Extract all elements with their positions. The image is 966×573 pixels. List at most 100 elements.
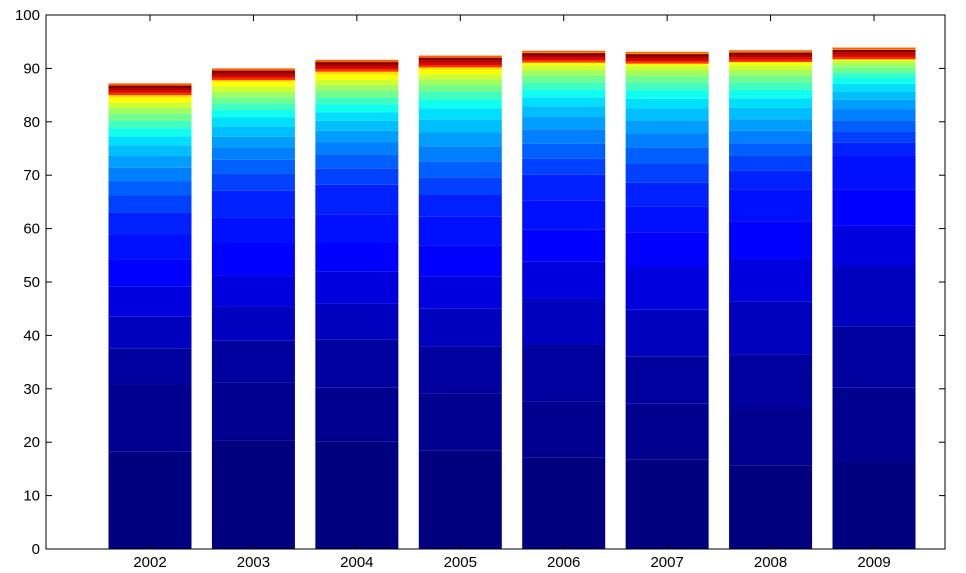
bar-segment <box>625 82 709 91</box>
y-tick-label: 80 <box>23 114 40 131</box>
bar-segment <box>211 243 295 276</box>
bar-segment <box>108 128 192 137</box>
bar-segment <box>729 65 813 71</box>
bar-segment <box>832 47 916 50</box>
y-tick-label: 50 <box>23 274 40 291</box>
bar-segment <box>729 189 813 222</box>
bar-segment <box>108 107 192 114</box>
bar-segment <box>625 90 709 99</box>
bar-segment <box>315 242 399 272</box>
bar-segment <box>522 61 606 66</box>
bar-segment <box>418 119 502 133</box>
bar-segment <box>625 61 709 66</box>
bar-segment <box>522 70 606 76</box>
y-tick-label: 90 <box>23 60 40 77</box>
x-tick-label: 2003 <box>237 554 270 571</box>
bar-segment <box>625 266 709 310</box>
bar-segment <box>522 229 606 262</box>
bar-segment <box>729 75 813 83</box>
bar-segment <box>211 190 295 218</box>
bar-segment <box>315 303 399 340</box>
bar-segment <box>832 52 916 55</box>
bar-segment <box>108 451 192 549</box>
bar-segment <box>729 70 813 76</box>
bar-segment <box>211 306 295 341</box>
bar-segment <box>315 154 399 169</box>
y-tick-label: 0 <box>32 541 40 558</box>
bar-segment <box>522 82 606 90</box>
bar-segment <box>522 97 606 107</box>
bar-segment <box>315 339 399 388</box>
bar-segment <box>418 60 502 63</box>
bar-segment <box>211 70 295 74</box>
bar-segment <box>211 68 295 72</box>
bars-layer <box>108 47 916 549</box>
bar-2007 <box>625 51 709 549</box>
bar-segment <box>108 195 192 213</box>
bar-segment <box>832 189 916 226</box>
bar-segment <box>315 112 399 121</box>
bar-2009 <box>832 47 916 549</box>
bar-segment <box>211 382 295 441</box>
bar-segment <box>108 113 192 121</box>
bar-segment <box>108 102 192 108</box>
bar-segment <box>522 143 606 159</box>
bar-segment <box>315 214 399 243</box>
bar-segment <box>729 107 813 120</box>
bar-segment <box>625 147 709 164</box>
bar-segment <box>211 440 295 549</box>
bar-segment <box>108 167 192 182</box>
x-tick-label: 2009 <box>857 554 890 571</box>
bar-2006 <box>522 50 606 549</box>
bar-segment <box>729 301 813 355</box>
bar-segment <box>832 131 916 143</box>
bar-segment <box>625 76 709 83</box>
bar-segment <box>522 298 606 345</box>
y-tick-label: 100 <box>15 7 40 24</box>
bar-segment <box>211 126 295 137</box>
axes-layer <box>45 14 946 550</box>
bar-segment <box>315 70 399 75</box>
y-tick-label: 20 <box>23 434 40 451</box>
bar-segment <box>625 54 709 57</box>
bar-segment <box>522 65 606 71</box>
bar-segment <box>211 136 295 148</box>
bar-segment <box>832 265 916 327</box>
bar-segment <box>729 155 813 171</box>
bar-segment <box>108 85 192 89</box>
bar-segment <box>108 88 192 91</box>
bar-segment <box>625 232 709 267</box>
bar-segment <box>625 58 709 62</box>
bar-segment <box>108 83 192 87</box>
bar-segment <box>625 309 709 357</box>
bar-segment <box>729 259 813 302</box>
bar-segment <box>522 60 606 63</box>
bar-segment <box>108 92 192 96</box>
x-tick-label: 2006 <box>547 554 580 571</box>
bar-segment <box>625 61 709 64</box>
bar-segment <box>211 159 295 174</box>
bar-segment <box>315 74 399 80</box>
bar-segment <box>315 168 399 185</box>
bar-segment <box>108 120 192 129</box>
bar-segment <box>729 119 813 131</box>
bar-segment <box>315 142 399 155</box>
bar-segment <box>625 182 709 207</box>
bar-segment <box>108 93 192 98</box>
bar-segment <box>211 275 295 307</box>
bar-segment <box>832 56 916 60</box>
y-tick-label: 60 <box>23 221 40 238</box>
bar-segment <box>729 50 813 52</box>
bar-segment <box>625 459 709 549</box>
bar-segment <box>625 56 709 59</box>
bar-segment <box>522 129 606 144</box>
bar-segment <box>315 130 399 143</box>
bar-segment <box>522 50 606 53</box>
bar-segment <box>315 271 399 304</box>
bar-segment <box>832 387 916 463</box>
bar-segment <box>729 408 813 466</box>
x-tick-label: 2005 <box>444 554 477 571</box>
bar-segment <box>625 70 709 77</box>
y-tick-label: 70 <box>23 167 40 184</box>
